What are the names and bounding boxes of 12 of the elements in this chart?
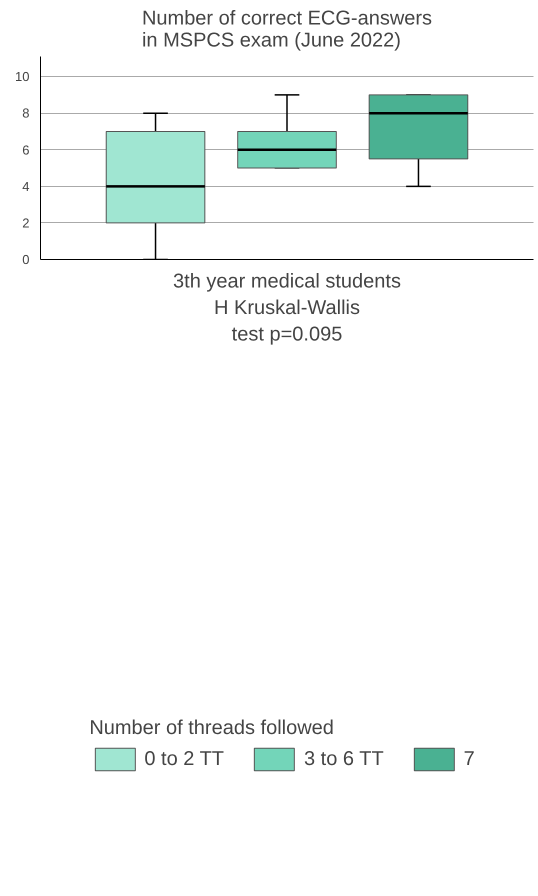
legend-label: 0 to 2 TT: [144, 748, 224, 770]
y-tick-label: 8: [22, 106, 30, 121]
x-axis-title: 3th year medical students H Kruskal-Wallis test p=0.095: [173, 270, 401, 346]
legend-title: Number of threads followed: [89, 717, 335, 740]
y-tick-label: 2: [22, 215, 30, 230]
y-tick-label: 4: [22, 178, 30, 194]
y-tick-label: 0: [22, 252, 30, 267]
chart-title: Number of correct ECG-answers in MSPCS exam (June 2022): [142, 8, 432, 52]
y-tick-label: 6: [22, 142, 30, 158]
y-tick-label: 10: [15, 69, 30, 84]
legend-label: 7: [464, 748, 476, 770]
legend-label: 3 to 6 TT: [304, 748, 384, 770]
